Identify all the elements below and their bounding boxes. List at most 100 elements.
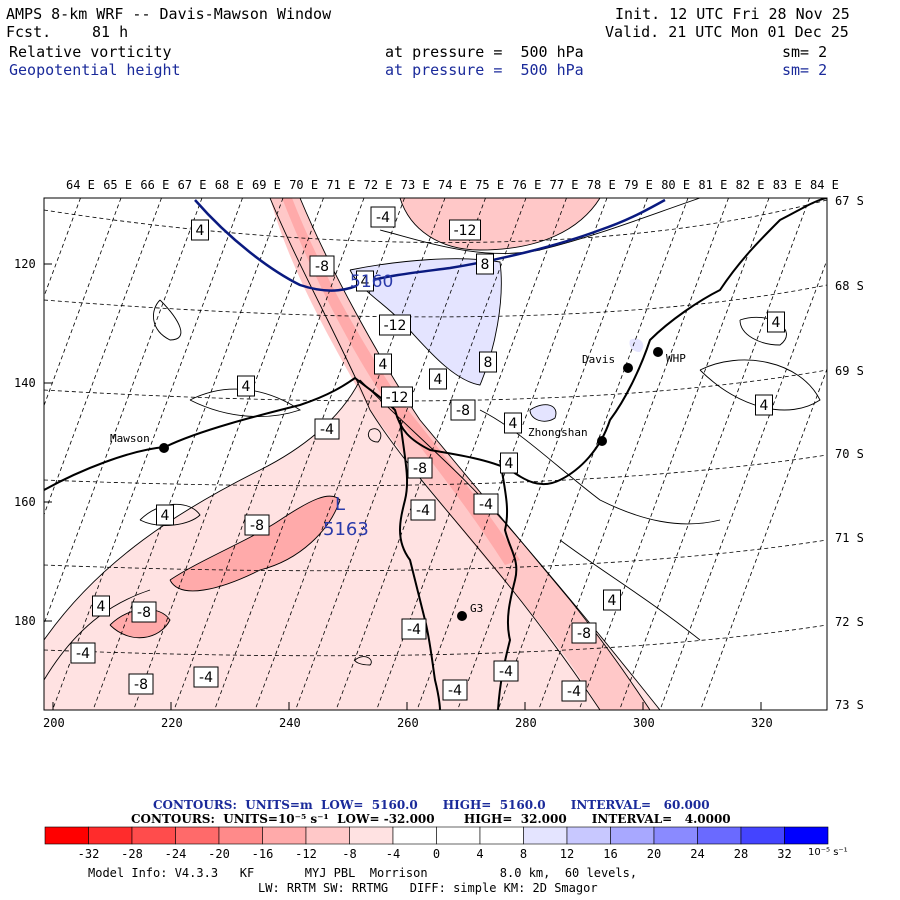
lon-label: 79 E — [624, 178, 653, 192]
svg-text:4: 4 — [196, 223, 205, 239]
contour-label: -4 — [473, 493, 499, 515]
svg-text:-8: -8 — [413, 461, 427, 477]
contour-label: 8 — [479, 351, 497, 373]
geopotential-height-contour — [194, 198, 666, 292]
field2-name: Geopotential height — [9, 61, 181, 79]
svg-text:8: 8 — [481, 257, 490, 273]
lat-label: 69 S — [835, 364, 864, 378]
lon-label: 77 E — [550, 178, 579, 192]
contour-label: 4 — [504, 412, 522, 434]
station-marker: G3 — [457, 602, 483, 621]
colorbar-swatch — [566, 826, 611, 845]
y-tick-label: 140 — [14, 376, 36, 390]
vorticity-contours-info: CONTOURS: UNITS=10⁻⁵ s⁻¹ LOW= -32.000 HI… — [131, 812, 731, 826]
vorticity-shading-west — [170, 496, 340, 591]
colorbar-label: -20 — [208, 847, 230, 861]
lon-label: 75 E — [475, 178, 504, 192]
colorbar-swatch — [175, 826, 220, 845]
contour-label: -4 — [442, 679, 468, 701]
valid-time: Valid. 21 UTC Mon 01 Dec 25 — [605, 23, 849, 41]
field2-pressure: at pressure = 500 hPa — [385, 61, 584, 79]
longitude-labels: 64 E 65 E 66 E 67 E 68 E 69 E 70 E 71 E 72 E 73 E… — [66, 178, 839, 192]
station-name: G3 — [470, 602, 483, 615]
colorbar-label: -32 — [78, 847, 100, 861]
colorbar-swatch — [44, 826, 89, 845]
stations: Mawson Davis WHP Zhongshan G3 — [110, 347, 686, 621]
lat-label: 71 S — [835, 531, 864, 545]
contour-label: -4 — [493, 660, 519, 682]
svg-text:-4: -4 — [407, 622, 421, 638]
svg-text:-4: -4 — [499, 664, 513, 680]
contour-label: 4 — [429, 368, 447, 390]
colorbar-label: 24 — [690, 847, 704, 861]
svg-text:-4: -4 — [567, 684, 581, 700]
svg-text:4: 4 — [379, 357, 388, 373]
svg-text:-12: -12 — [384, 318, 407, 334]
field1-smoothing: sm= 2 — [782, 43, 828, 61]
lon-label: 73 E — [401, 178, 430, 192]
svg-text:-8: -8 — [250, 518, 264, 534]
x-tick-label: 260 — [397, 716, 419, 730]
colorbar-swatch — [349, 826, 394, 845]
height-contours-info: CONTOURS: UNITS=m LOW= 5160.0 HIGH= 5160… — [153, 798, 710, 812]
lon-label: 69 E — [252, 178, 281, 192]
svg-text:-8: -8 — [315, 259, 329, 275]
colorbar-label: 4 — [476, 847, 483, 861]
station-marker: WHP — [653, 347, 686, 365]
contour-label: -12 — [379, 314, 411, 336]
contour-label: -4 — [70, 642, 96, 664]
svg-text:-8: -8 — [456, 403, 470, 419]
contour-label: -8 — [309, 255, 335, 277]
lon-label: 68 E — [215, 178, 244, 192]
colorbar-swatch — [305, 826, 350, 845]
svg-text:-4: -4 — [320, 422, 334, 438]
vorticity-shading-positive-2 — [530, 404, 556, 422]
y-tick-label: 180 — [14, 614, 36, 628]
vorticity-shading-core — [282, 198, 520, 565]
colorbar-label: 12 — [560, 847, 574, 861]
colorbar-label: -8 — [342, 847, 356, 861]
station-name: Mawson — [110, 432, 150, 445]
height-contour-label: 5160 — [350, 272, 393, 292]
x-tick-label: 320 — [751, 716, 773, 730]
contour-label: -4 — [370, 206, 396, 228]
x-tick-labels: 200 220 240 260 280 300 320 — [43, 716, 773, 730]
lon-label: 80 E — [661, 178, 690, 192]
init-time: Init. 12 UTC Fri 28 Nov 25 — [615, 5, 850, 23]
y-tick-labels: 120 140 160 180 — [14, 257, 36, 628]
colorbar-swatch — [218, 826, 263, 845]
svg-text:-12: -12 — [454, 223, 477, 239]
svg-text:4: 4 — [760, 398, 769, 414]
colorbar-swatch — [131, 826, 176, 845]
colorbar-label: -28 — [121, 847, 143, 861]
contour-label: -8 — [407, 457, 433, 479]
lon-label: 65 E — [103, 178, 132, 192]
contour-labels: 4 -4 -12 -8 4 -12 4 8 -12 4 8 4 4 -4 4 -8 4 -4 -4 -8 4 -8 4 -8 -… — [70, 206, 785, 702]
contour-label: 4 — [767, 311, 785, 333]
colorbar-swatch — [784, 826, 829, 845]
svg-text:4: 4 — [505, 456, 514, 472]
lon-label: 66 E — [140, 178, 169, 192]
svg-text:-8: -8 — [137, 605, 151, 621]
svg-text:-8: -8 — [134, 677, 148, 693]
lat-label: 73 S — [835, 698, 864, 712]
station-marker: Davis — [582, 353, 633, 373]
lon-label: 82 E — [736, 178, 765, 192]
colorbar-label: -12 — [295, 847, 317, 861]
colorbar-label: 28 — [734, 847, 748, 861]
contour-label: -8 — [244, 514, 270, 536]
lon-label: 71 E — [326, 178, 355, 192]
lon-label: 84 E — [810, 178, 839, 192]
station-name: Davis — [582, 353, 615, 366]
contour-label: -4 — [193, 666, 219, 688]
colorbar-swatch — [392, 826, 437, 845]
colorbar-swatch — [436, 826, 481, 845]
forecast-label: Fcst. — [6, 23, 52, 41]
svg-text:-12: -12 — [386, 390, 409, 406]
svg-text:4: 4 — [772, 315, 781, 331]
vorticity-shading-light — [44, 380, 660, 710]
svg-text:4: 4 — [509, 416, 518, 432]
svg-text:-4: -4 — [76, 646, 90, 662]
lon-label: 78 E — [587, 178, 616, 192]
contour-label: -4 — [561, 680, 587, 702]
